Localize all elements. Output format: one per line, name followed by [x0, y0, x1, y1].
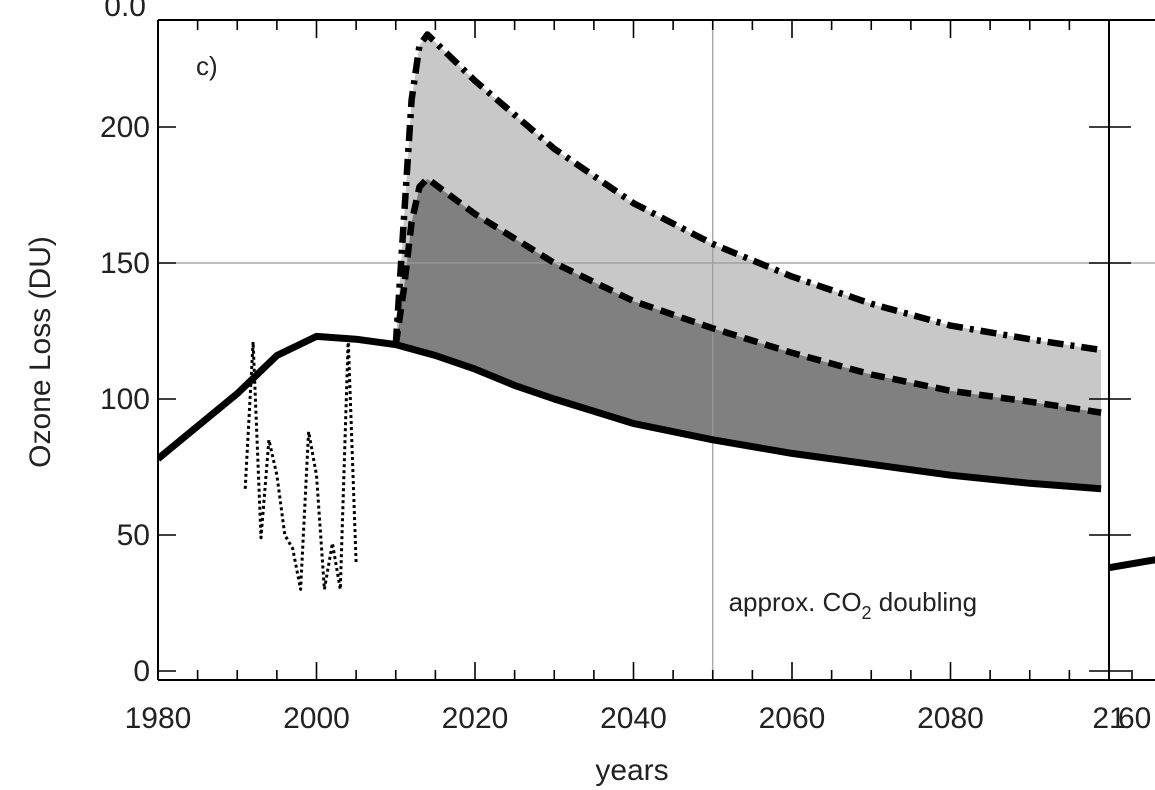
series-line-dotted: [243, 337, 358, 591]
plot-frame: [157, 19, 1155, 681]
series-line-dashed: [392, 175, 1102, 416]
x-tick-label: 2080: [917, 702, 984, 735]
x-axis-title: years: [595, 754, 668, 787]
top-cut-label: 0.0: [104, 0, 146, 23]
y-axis-title: Ozone Loss (DU): [24, 236, 57, 468]
annotation-prefix: approx. CO: [729, 587, 862, 617]
y-tick-label: 200: [100, 111, 150, 144]
x-tick-label: 1980: [125, 702, 192, 735]
x-tick-label: 21: [1092, 702, 1125, 735]
y-tick-label: 0: [133, 655, 150, 688]
annotation-subscript: 2: [862, 603, 872, 623]
annotation-suffix: doubling: [872, 587, 978, 617]
lower-band: [395, 178, 1102, 489]
x-tick-label: 2000: [283, 702, 350, 735]
series-line-dash-dot: [392, 31, 1102, 354]
y-tick-label: 100: [100, 383, 150, 416]
co2-doubling-annotation: approx. CO2 doubling: [729, 587, 978, 623]
right-panel-line: [1109, 556, 1155, 572]
y-tick-label: 150: [100, 247, 150, 280]
series-line-solid: [158, 332, 1102, 493]
series-lines: [158, 31, 1102, 591]
x-tick-label: 2040: [600, 702, 667, 735]
x-tick-label: 2060: [759, 702, 826, 735]
x-tick-label: 2020: [442, 702, 509, 735]
y-tick-label: 50: [117, 519, 150, 552]
right-panel: [1109, 556, 1155, 572]
axis-ticks: [158, 20, 1133, 680]
x-tick-label-right-panel: 60: [1118, 702, 1151, 735]
gridlines: [158, 20, 1155, 680]
panel-label: c): [196, 51, 218, 81]
